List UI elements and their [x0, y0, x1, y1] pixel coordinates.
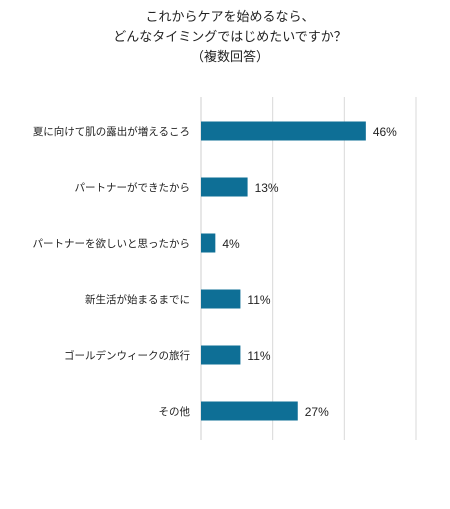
- chart-title-line-3: （複数回答）: [191, 49, 269, 65]
- value-label: 27%: [305, 405, 329, 419]
- value-labels: 46% 13% 4% 11% 11% 27%: [222, 125, 397, 419]
- chart-title-line-1: これからケアを始めるなら、: [145, 10, 314, 25]
- gridlines: [200, 97, 417, 440]
- category-label: 夏に向けて肌の露出が増えるころ: [33, 125, 190, 138]
- category-label: その他: [159, 405, 191, 418]
- value-label: 4%: [222, 237, 240, 251]
- category-labels: 夏に向けて肌の露出が増えるころパートナーができたからパートナーを欲しいと思ったか…: [33, 125, 191, 418]
- category-label: パートナーができたから: [75, 181, 191, 194]
- chart-title: これからケアを始めるなら、 どんなタイミングではじめたいですか？ （複数回答）: [113, 10, 347, 65]
- bar: [201, 177, 248, 197]
- bar: [201, 345, 241, 365]
- category-label: ゴールデンウィークの旅行: [64, 349, 190, 362]
- bar: [201, 233, 216, 253]
- bar: [201, 121, 366, 141]
- value-label: 13%: [255, 181, 279, 195]
- bars: [201, 121, 366, 421]
- chart-title-line-2: どんなタイミングではじめたいですか？: [113, 30, 347, 45]
- value-label: 46%: [373, 125, 397, 139]
- value-label: 11%: [247, 349, 270, 363]
- category-label: 新生活が始まるまでに: [85, 293, 190, 306]
- category-label: パートナーを欲しいと思ったから: [33, 237, 191, 250]
- bar: [201, 401, 298, 421]
- value-label: 11%: [247, 293, 270, 307]
- bar: [201, 289, 241, 309]
